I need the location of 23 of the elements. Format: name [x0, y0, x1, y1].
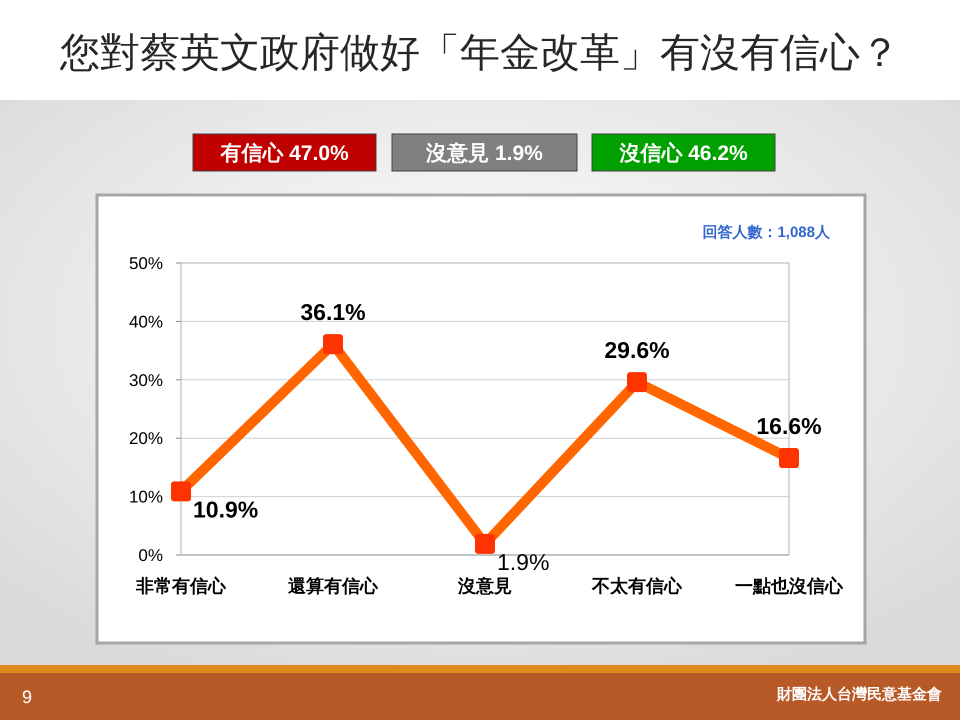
x-tick-label: 非常有信心	[135, 576, 227, 596]
data-label: 1.9%	[497, 548, 550, 575]
data-label: 29.6%	[604, 337, 670, 364]
x-tick-label: 不太有信心	[591, 576, 683, 596]
x-tick-label: 還算有信心	[288, 576, 379, 596]
x-tick-label: 沒意見	[457, 576, 512, 596]
x-tick-label: 一點也沒信心	[735, 576, 844, 596]
chart-title: 您對蔡英文政府做好「年金改革」有沒有信心？	[59, 31, 900, 75]
y-tick-label: 10%	[128, 488, 163, 507]
text: 回答人數：1,088人	[702, 224, 831, 241]
text: 沒信心 46.2%	[618, 141, 748, 165]
data-label: 10.9%	[193, 496, 258, 522]
text: 財團法人台灣民意基金會	[776, 686, 942, 703]
y-tick-label: 40%	[128, 312, 163, 332]
text: 沒意見 1.9%	[425, 141, 544, 165]
y-tick-label: 20%	[128, 429, 163, 448]
text: 9	[22, 687, 32, 707]
text: 有信心 47.0%	[219, 141, 350, 165]
y-tick-label: 0%	[138, 546, 163, 565]
data-label: 16.6%	[756, 413, 822, 440]
data-label: 36.1%	[300, 299, 366, 326]
y-tick-label: 30%	[128, 370, 163, 390]
y-tick-label: 50%	[128, 254, 163, 273]
